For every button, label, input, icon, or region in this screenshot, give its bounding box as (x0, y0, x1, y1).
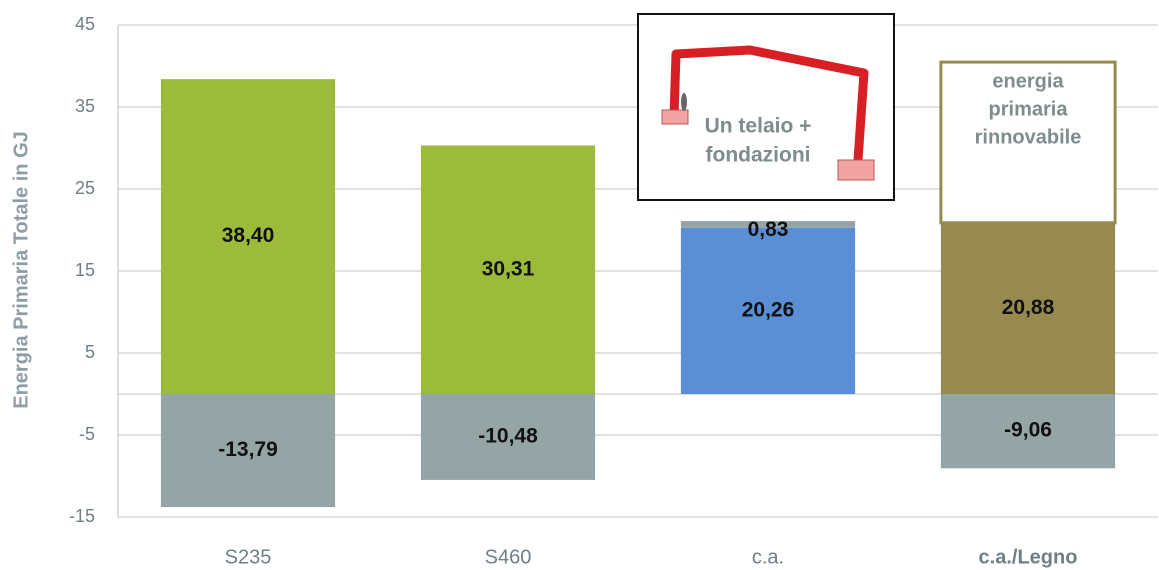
foundation (661, 109, 689, 125)
bar-segment (680, 221, 856, 228)
x-tick-label: S235 (225, 546, 272, 568)
bar-annotation: rinnovabile (975, 126, 1082, 148)
bar-annotation: primaria (989, 98, 1069, 120)
bar-segment (420, 394, 596, 480)
y-axis-label: Energia Primaria Totale in GJ (10, 131, 32, 409)
y-tick-label: 5 (85, 342, 95, 362)
value-label: 20,26 (742, 298, 795, 321)
foundation (837, 159, 875, 181)
y-tick-label: 35 (75, 96, 95, 116)
frame-drawing (669, 45, 869, 161)
value-label: 0,83 (748, 218, 789, 241)
value-label: -13,79 (218, 438, 278, 461)
bar-segment (160, 79, 336, 395)
y-tick-label: 45 (75, 14, 95, 34)
value-label: 30,31 (482, 257, 535, 280)
inset-text: fondazioni (706, 144, 811, 167)
bar-annotation: energia (992, 70, 1064, 92)
value-label: 38,40 (222, 224, 275, 247)
y-tick-label: -15 (69, 506, 95, 526)
value-label: -9,06 (1004, 419, 1052, 442)
x-tick-label: c.a./Legno (979, 546, 1078, 568)
bar-segment (680, 227, 856, 394)
x-tick-label: c.a. (752, 546, 784, 568)
bar-segment (420, 145, 596, 394)
inset-text: Un telaio + (705, 115, 812, 138)
bar-segment (940, 222, 1116, 394)
y-tick-label: 15 (75, 260, 95, 280)
value-label: 20,88 (1002, 296, 1055, 319)
y-tick-label: 25 (75, 178, 95, 198)
inset: Un telaio + fondazioni (637, 13, 895, 201)
y-tick-label: -5 (79, 424, 95, 444)
x-tick-label: S460 (485, 546, 532, 568)
bar-segment (160, 394, 336, 508)
bar-segment (940, 394, 1116, 469)
bar-segment (939, 60, 1117, 225)
value-label: -10,48 (478, 425, 538, 448)
figure (681, 93, 687, 111)
